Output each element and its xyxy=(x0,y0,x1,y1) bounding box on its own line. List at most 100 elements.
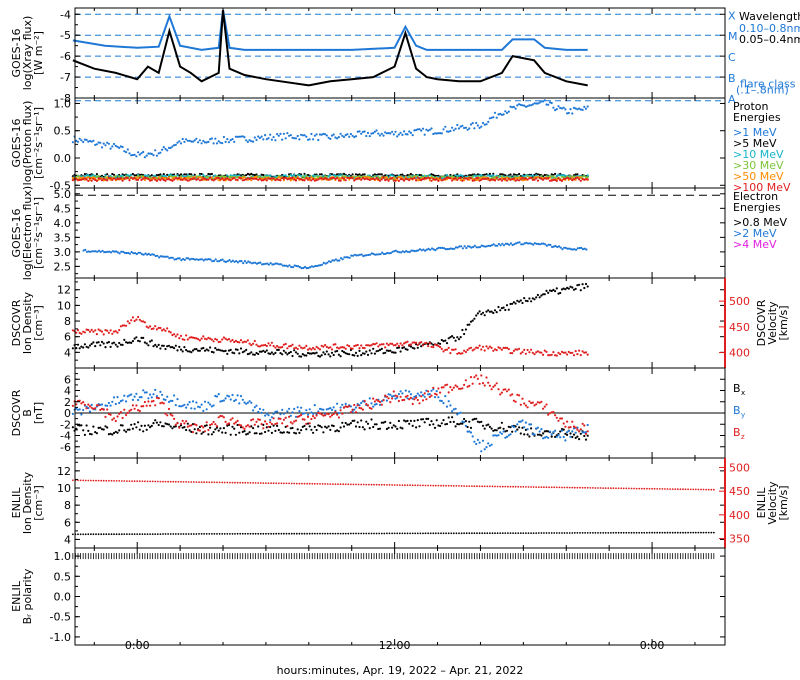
data-point xyxy=(118,480,121,482)
data-point xyxy=(243,427,246,430)
data-point xyxy=(496,485,499,488)
ytick-label: 1.0 xyxy=(54,550,72,563)
data-point xyxy=(126,177,129,180)
data-point xyxy=(243,260,246,263)
data-point xyxy=(92,425,95,428)
data-point xyxy=(219,259,222,262)
data-point xyxy=(207,401,210,404)
data-point xyxy=(552,175,555,178)
data-point xyxy=(174,480,177,483)
data-point xyxy=(140,152,143,155)
data-point xyxy=(468,245,471,248)
data-point xyxy=(512,532,514,534)
data-point xyxy=(548,354,552,357)
data-point xyxy=(265,179,268,182)
data-point xyxy=(185,348,188,352)
data-point xyxy=(580,246,583,249)
data-point xyxy=(538,101,541,104)
data-point xyxy=(583,434,586,438)
data-point xyxy=(167,174,171,177)
data-point xyxy=(572,433,576,436)
data-point xyxy=(349,132,352,136)
data-point xyxy=(521,104,524,107)
data-point xyxy=(537,242,540,246)
data-point xyxy=(203,141,207,144)
data-point xyxy=(200,258,204,261)
data-point xyxy=(128,174,131,177)
data-point xyxy=(578,246,581,250)
data-point xyxy=(437,179,440,182)
ytick-label: 10 xyxy=(57,482,71,495)
data-point xyxy=(177,480,180,483)
data-point xyxy=(456,422,459,426)
data-point xyxy=(92,250,95,253)
flare-class-title: flare class xyxy=(740,77,796,90)
data-point xyxy=(231,175,234,178)
data-point xyxy=(579,432,582,435)
data-point xyxy=(301,175,304,178)
data-point xyxy=(312,415,315,418)
data-point xyxy=(188,179,191,182)
data-point xyxy=(430,173,433,176)
data-point xyxy=(303,176,306,179)
data-point xyxy=(107,433,110,436)
data-point xyxy=(578,178,581,181)
data-point xyxy=(327,178,330,181)
data-point xyxy=(692,488,695,491)
data-point xyxy=(456,413,459,416)
data-point xyxy=(394,351,397,354)
data-point xyxy=(313,352,316,355)
data-point xyxy=(310,265,313,268)
data-point xyxy=(258,345,261,348)
data-point xyxy=(521,419,524,422)
data-point xyxy=(356,343,359,347)
data-point xyxy=(166,173,169,176)
data-point xyxy=(219,400,222,403)
data-point xyxy=(303,172,306,175)
data-point xyxy=(191,400,195,403)
legend-title: Wavelength xyxy=(739,10,800,23)
data-point xyxy=(269,174,272,177)
data-point xyxy=(571,435,574,439)
data-point xyxy=(296,134,299,138)
data-point xyxy=(80,175,83,178)
data-point xyxy=(424,484,427,487)
data-point xyxy=(131,427,134,430)
data-point xyxy=(385,132,388,135)
data-point xyxy=(87,174,90,177)
data-point xyxy=(179,178,183,181)
data-point xyxy=(306,138,310,141)
data-point xyxy=(318,348,322,351)
data-point xyxy=(143,391,146,394)
ytick-label-right: 400 xyxy=(729,509,750,522)
data-point xyxy=(221,399,224,403)
data-point xyxy=(648,531,651,534)
data-point xyxy=(562,428,565,431)
data-point xyxy=(378,179,382,182)
data-point xyxy=(147,252,150,255)
data-point xyxy=(700,531,702,534)
data-point xyxy=(380,178,383,181)
data-point xyxy=(216,533,218,535)
data-point xyxy=(329,260,332,263)
data-point xyxy=(131,177,134,180)
data-point xyxy=(139,251,142,254)
data-point xyxy=(437,342,440,345)
data-point xyxy=(288,482,290,485)
data-point xyxy=(468,485,471,487)
data-point xyxy=(415,249,418,252)
data-point xyxy=(384,346,387,349)
data-point xyxy=(514,485,517,488)
data-point xyxy=(112,396,116,399)
data-point xyxy=(107,176,110,180)
data-point xyxy=(284,351,287,354)
data-point xyxy=(145,177,148,180)
data-point xyxy=(219,175,222,178)
data-point xyxy=(499,173,502,176)
data-point xyxy=(219,178,222,181)
data-point xyxy=(363,399,366,402)
data-point xyxy=(130,341,133,344)
data-point xyxy=(224,420,227,423)
data-point xyxy=(149,533,152,535)
data-point xyxy=(329,428,332,431)
